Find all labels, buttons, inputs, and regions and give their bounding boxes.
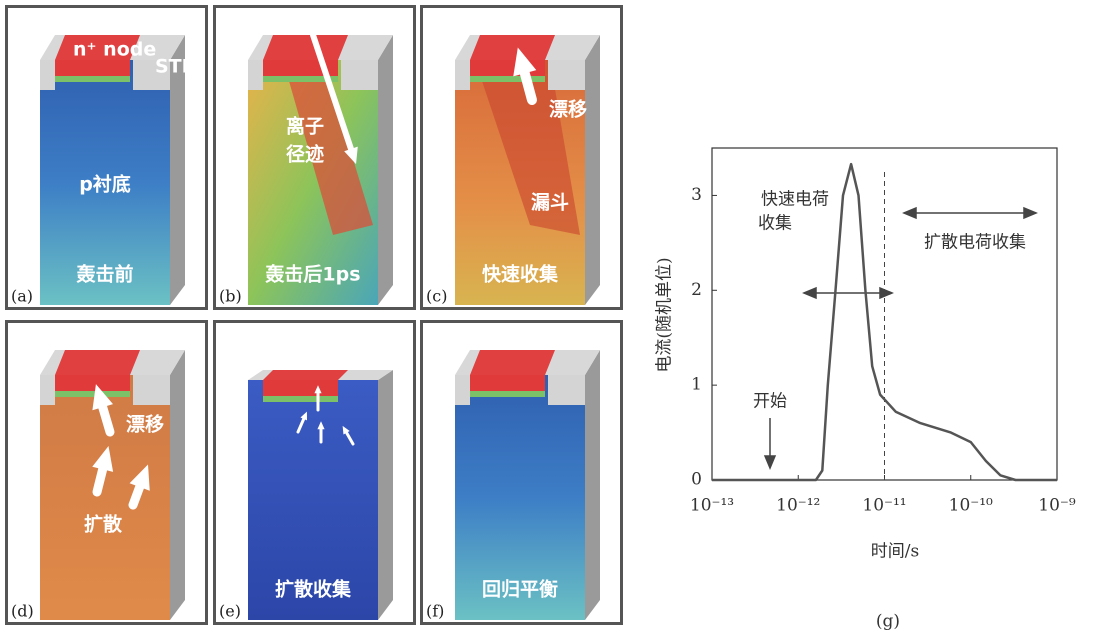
figure: n⁺ nodeSTIp衬底轰击前(a)离子径迹轰击后1ps(b)漂移漏斗快速收集… bbox=[0, 0, 1100, 639]
x-tick-label: 10⁻¹¹ bbox=[862, 496, 906, 516]
panel: 扩散收集 (e) bbox=[215, 322, 415, 624]
panel-letter: (a) bbox=[11, 287, 33, 306]
annotation: 收集 bbox=[758, 214, 792, 234]
sti bbox=[40, 375, 55, 405]
panel-letter: (e) bbox=[219, 602, 241, 621]
annotation: 扩散电荷收集 bbox=[924, 233, 1026, 253]
sti bbox=[455, 60, 470, 90]
y-tick-label: 3 bbox=[691, 185, 702, 205]
panel-caption: 快速收集 bbox=[482, 263, 559, 286]
sti bbox=[548, 375, 585, 405]
panel-label: 径迹 bbox=[286, 143, 324, 166]
arrow-head bbox=[1024, 208, 1036, 218]
y-tick-label: 1 bbox=[691, 375, 702, 395]
panel-caption: 轰击前 bbox=[75, 263, 133, 286]
panel-label: 漂移 bbox=[126, 413, 164, 436]
page: n⁺ nodeSTIp衬底轰击前(a)离子径迹轰击后1ps(b)漂移漏斗快速收集… bbox=[0, 0, 1100, 639]
panel-label: 漏斗 bbox=[531, 192, 569, 214]
node-edge bbox=[55, 391, 130, 397]
block-side bbox=[585, 350, 600, 620]
panel-label: 离子 bbox=[286, 115, 324, 138]
panel-letter: (c) bbox=[426, 287, 447, 306]
node bbox=[55, 375, 130, 391]
chart-caption: (g) bbox=[876, 612, 900, 632]
node bbox=[470, 375, 545, 391]
y-tick-label: 2 bbox=[691, 280, 702, 300]
sti bbox=[248, 60, 263, 90]
node-top bbox=[263, 370, 348, 380]
block-side bbox=[585, 35, 600, 305]
node-top bbox=[263, 35, 348, 60]
panel-label: 漂移 bbox=[549, 98, 587, 121]
panel-letter: (f) bbox=[426, 602, 444, 621]
chart: 0 1 2 3 10⁻¹³ 10⁻¹² 10⁻¹¹ 10⁻¹⁰ 10⁻⁹ 快速电荷收集扩散电荷收集… bbox=[655, 148, 1076, 632]
arrow-head bbox=[804, 288, 816, 298]
panel-label: p衬底 bbox=[79, 173, 131, 196]
panels: n⁺ nodeSTIp衬底轰击前(a)离子径迹轰击后1ps(b)漂移漏斗快速收集… bbox=[7, 7, 622, 624]
panel-caption: 回归平衡 bbox=[482, 578, 558, 601]
annotation: 开始 bbox=[753, 392, 787, 412]
block-side bbox=[378, 370, 393, 620]
block-side bbox=[170, 350, 185, 620]
sti bbox=[548, 60, 585, 90]
x-tick-label: 10⁻¹³ bbox=[690, 496, 734, 516]
node-top bbox=[55, 350, 140, 375]
annotation: 快速电荷 bbox=[761, 190, 829, 210]
y-tick-label: 0 bbox=[691, 470, 702, 490]
node bbox=[263, 380, 338, 396]
x-tick-label: 10⁻⁹ bbox=[1038, 496, 1076, 516]
arrow-head bbox=[880, 288, 892, 298]
x-tick-label: 10⁻¹² bbox=[776, 496, 820, 516]
panel-label: STI bbox=[155, 56, 189, 78]
node-edge bbox=[470, 76, 545, 82]
x-axis-label: 时间/s bbox=[871, 542, 919, 562]
node-top bbox=[470, 350, 555, 375]
panel-label: 扩散 bbox=[84, 513, 122, 536]
block-side bbox=[378, 35, 393, 305]
node-top bbox=[470, 35, 555, 60]
y-axis-label: 电流(随机单位) bbox=[655, 257, 675, 372]
arrow-head bbox=[765, 456, 775, 468]
x-tick-label: 10⁻¹⁰ bbox=[949, 496, 993, 516]
panel-caption: 轰击后1ps bbox=[264, 263, 360, 286]
panel-letter: (b) bbox=[219, 287, 242, 306]
panel-label: n⁺ node bbox=[73, 39, 156, 61]
node-edge bbox=[470, 391, 545, 397]
panel: 回归平衡 (f) bbox=[422, 322, 622, 624]
sti bbox=[133, 375, 170, 405]
node-edge bbox=[55, 76, 130, 82]
sti bbox=[40, 60, 55, 90]
node-edge bbox=[263, 396, 338, 402]
sti bbox=[341, 60, 378, 90]
arrow-head bbox=[904, 208, 916, 218]
panel-caption: 扩散收集 bbox=[275, 578, 352, 601]
node bbox=[55, 60, 130, 76]
sti bbox=[455, 375, 470, 405]
panel-letter: (d) bbox=[11, 602, 34, 621]
